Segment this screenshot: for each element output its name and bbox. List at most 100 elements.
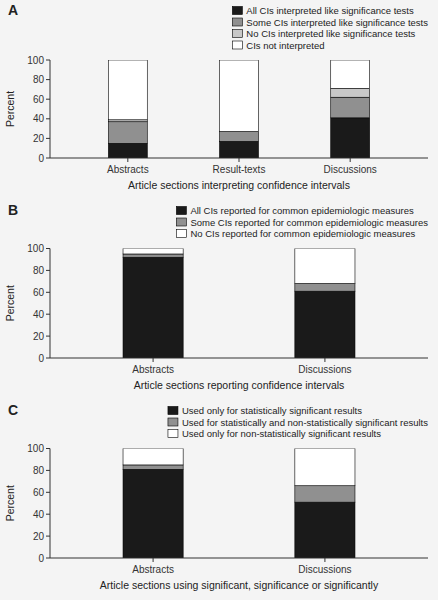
bar-segment — [123, 249, 183, 254]
x-tick — [324, 558, 325, 562]
bar-segment — [295, 249, 355, 284]
legend-swatch — [176, 207, 186, 215]
x-axis-label: Article sections reporting confidence in… — [134, 379, 345, 391]
legend-swatch — [168, 418, 178, 426]
y-axis — [50, 60, 51, 158]
y-tick-label: 40 — [33, 309, 45, 320]
y-tick-label: 80 — [33, 265, 45, 276]
y-axis-label: Percent — [4, 485, 16, 521]
legend-swatch — [168, 407, 178, 415]
bar-segment — [220, 132, 259, 142]
legend-label: Some CIs reported for common epidemiolog… — [190, 217, 428, 228]
x-tick-label: Abstracts — [107, 164, 149, 175]
y-tick — [46, 536, 50, 537]
x-tick-label: Abstracts — [132, 364, 174, 375]
x-tick-label: Discussions — [323, 164, 376, 175]
y-tick-label: 20 — [33, 531, 45, 542]
y-tick — [46, 514, 50, 515]
x-tick-label: Abstracts — [132, 564, 174, 575]
title: C — [8, 402, 18, 418]
bar-segment — [295, 291, 355, 358]
x-tick — [239, 158, 240, 162]
y-tick — [46, 158, 50, 159]
x-tick — [153, 558, 154, 562]
bars — [123, 249, 355, 359]
panel: C Used only for statistically significant… — [4, 402, 428, 591]
bar-segment — [295, 284, 355, 292]
y-axis — [50, 249, 51, 359]
y-tick-label: 40 — [33, 509, 45, 520]
x-tick-label: Discussions — [298, 364, 351, 375]
y-axis-label: Percent — [4, 91, 16, 127]
y-tick — [46, 292, 50, 293]
bars — [123, 449, 355, 559]
x-axis-label: Article sections interpreting confidence… — [128, 179, 350, 191]
legend-label: All CIs interpreted like significance te… — [246, 5, 414, 16]
bar-segment — [108, 122, 147, 144]
panel: A All CIs interpreted like significance t… — [4, 2, 428, 191]
legend-label: Used only for non-statistically signific… — [182, 428, 381, 439]
legend-label: Used only for statistically significant … — [182, 405, 362, 416]
bar-segment — [220, 141, 259, 158]
legend-label: Used for statistically and non-statistic… — [182, 417, 428, 428]
y-tick — [46, 248, 50, 249]
legend: Used only for statistically significant … — [168, 405, 428, 439]
y-tick — [46, 118, 50, 119]
y-tick-label: 0 — [38, 353, 44, 364]
y-axis-label: Percent — [4, 285, 16, 321]
x-axis — [50, 558, 428, 559]
legend: All CIs interpreted like significance te… — [232, 5, 428, 51]
legend: All CIs reported for common epidemiologi… — [176, 205, 428, 239]
bar-segment — [331, 60, 370, 88]
y-tick — [46, 492, 50, 493]
y-tick-label: 20 — [33, 133, 45, 144]
bar-segment — [295, 502, 355, 558]
y-tick — [46, 138, 50, 139]
bar-segment — [331, 97, 370, 118]
x-axis — [50, 358, 428, 359]
bar-segment — [123, 449, 183, 465]
y-tick — [46, 470, 50, 471]
legend-swatch — [176, 218, 186, 226]
title: B — [8, 202, 18, 218]
y-tick-label: 100 — [27, 55, 44, 66]
bar-segment — [123, 469, 183, 558]
y-tick-label: 60 — [33, 287, 45, 298]
legend-label: No CIs interpreted like significance tes… — [246, 28, 415, 39]
y-tick — [46, 99, 50, 100]
y-tick — [46, 358, 50, 359]
legend-swatch — [232, 18, 242, 26]
bar-segment — [295, 486, 355, 502]
bar-segment — [108, 60, 147, 120]
legend-swatch — [176, 230, 186, 238]
y-tick-label: 40 — [33, 113, 45, 124]
legend-label: All CIs reported for common epidemiologi… — [190, 205, 414, 216]
bar-segment — [220, 60, 259, 132]
legend-label: CIs not interpreted — [246, 40, 324, 51]
x-tick — [324, 358, 325, 362]
legend-label: No CIs reported for common epidemiologic… — [190, 228, 415, 239]
y-tick — [46, 558, 50, 559]
y-tick-label: 20 — [33, 331, 45, 342]
figure: A All CIs interpreted like significance t… — [0, 0, 438, 600]
panel: B All CIs reported for common epidemiolog… — [4, 202, 428, 391]
legend-label: Some CIs interpreted like significance t… — [246, 17, 428, 28]
bar-segment — [123, 254, 183, 257]
title: A — [8, 2, 18, 18]
x-axis-label: Article sections using significant, sign… — [100, 579, 379, 591]
bar-segment — [108, 143, 147, 158]
legend-swatch — [232, 41, 242, 49]
y-axis — [50, 449, 51, 559]
x-tick — [127, 158, 128, 162]
x-tick — [153, 358, 154, 362]
bar-segment — [123, 257, 183, 358]
y-tick — [46, 270, 50, 271]
y-tick-label: 0 — [38, 553, 44, 564]
y-tick — [46, 79, 50, 80]
y-tick — [46, 314, 50, 315]
y-tick — [46, 336, 50, 337]
x-tick — [350, 158, 351, 162]
x-tick-label: Result-texts — [213, 164, 266, 175]
bar-segment — [123, 465, 183, 469]
bar-segment — [331, 88, 370, 97]
